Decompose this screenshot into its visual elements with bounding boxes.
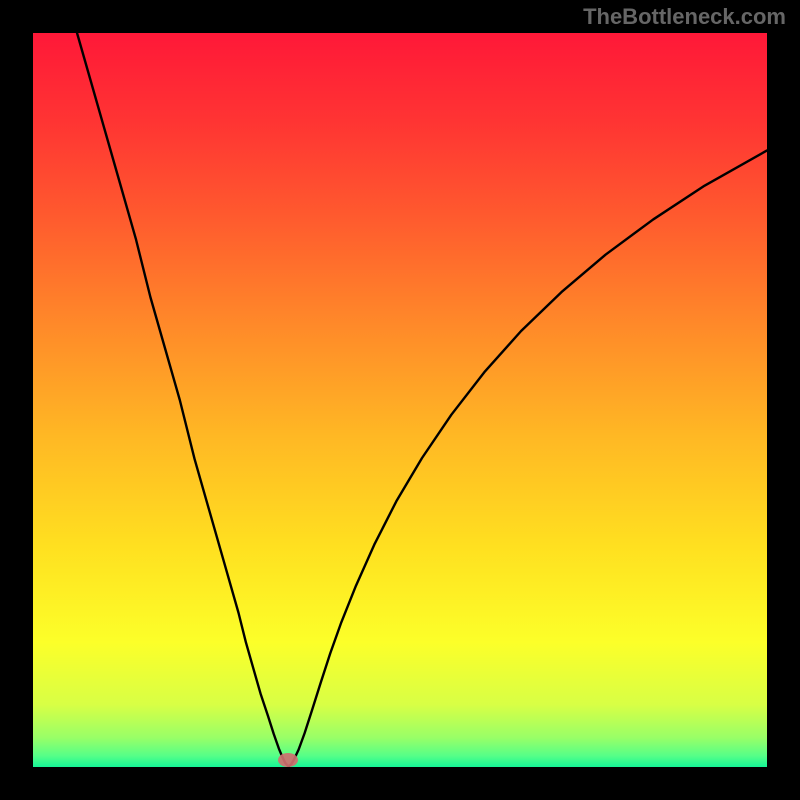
bottleneck-curve	[77, 33, 767, 766]
watermark-text: TheBottleneck.com	[583, 4, 786, 30]
chart-curve-layer	[33, 33, 767, 767]
chart-plot-area	[33, 33, 767, 767]
optimum-marker	[278, 753, 298, 767]
